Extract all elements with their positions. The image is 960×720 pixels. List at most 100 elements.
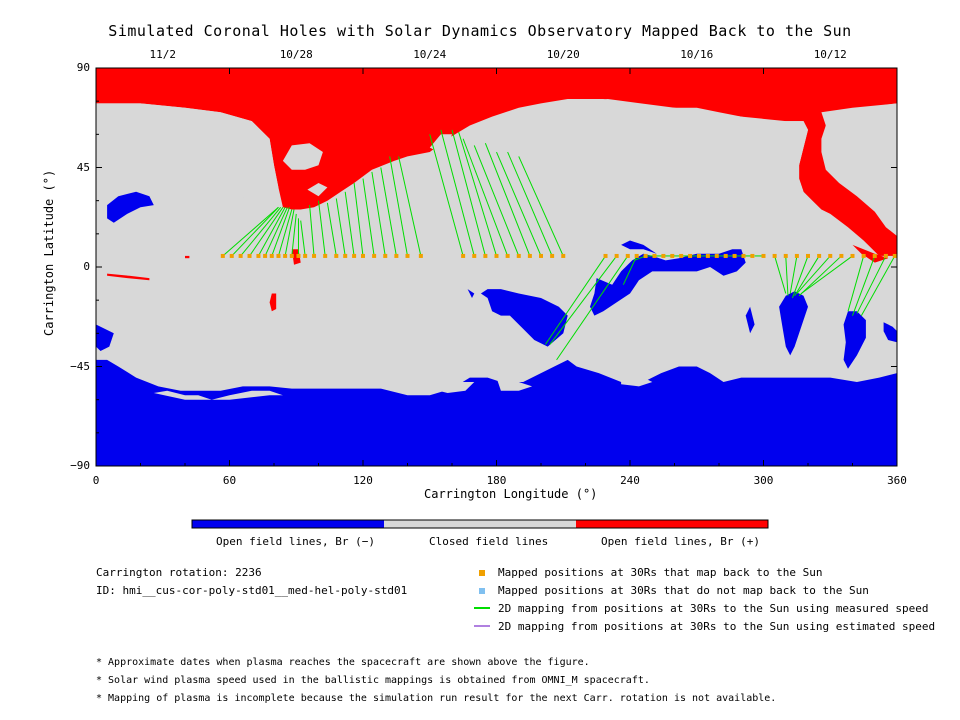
y-tick-label: −90	[70, 459, 90, 472]
mapping-line	[257, 207, 286, 257]
x-tick-label: 240	[620, 474, 640, 487]
mapping-line	[291, 213, 297, 256]
colorbar	[191, 519, 769, 529]
x-tick-label: 120	[353, 474, 373, 487]
mapped-point	[714, 253, 719, 258]
negative-patch	[96, 324, 114, 351]
y-tick-label: −45	[70, 359, 90, 373]
closed-region-east	[821, 103, 897, 223]
carrington-rotation: Carrington rotation: 2236	[96, 566, 262, 579]
y-tick-label: 90	[76, 61, 90, 74]
mapping-line	[622, 255, 638, 285]
colorbar-segment	[384, 520, 576, 528]
mapped-point	[550, 253, 555, 258]
mapped-point	[872, 253, 877, 258]
mapping-line	[318, 200, 326, 257]
mapped-point	[494, 253, 499, 258]
legend-marker-mapped	[479, 570, 485, 576]
mapped-point	[505, 253, 510, 258]
x-tick-label: 0	[92, 474, 100, 487]
mapping-line	[398, 156, 422, 257]
positive-spot	[185, 255, 190, 259]
mapping-line	[798, 255, 842, 297]
mapping-line	[794, 255, 820, 297]
mapped-point	[303, 253, 308, 258]
mapping-line	[774, 255, 787, 294]
mapping-line	[353, 182, 364, 257]
date-label: 10/28	[279, 48, 313, 61]
closed-island	[429, 382, 475, 393]
closed-island	[282, 143, 323, 170]
mapped-point	[696, 253, 701, 258]
mapping-line	[458, 131, 497, 257]
negative-hole-4	[843, 311, 866, 369]
colorbar-label-closed: Closed field lines	[429, 535, 549, 548]
footnote-1: * Approximate dates when plasma reaches …	[96, 657, 590, 668]
mapping-line	[496, 151, 542, 257]
mapping-line	[389, 156, 408, 257]
y-tick-label: 0	[83, 260, 90, 273]
mapped-point	[850, 253, 855, 258]
mapped-point	[483, 253, 488, 258]
mapped-point	[750, 253, 755, 258]
mapped-point	[283, 253, 288, 258]
mapping-line	[801, 255, 853, 294]
colorbar-segment	[192, 520, 384, 528]
legend-label-not-mapped: Mapped positions at 30Rs that do not map…	[498, 584, 869, 597]
closed-region-west	[96, 103, 279, 208]
mapped-point	[783, 253, 788, 258]
colorbar-label-negative: Open field lines, Br (−)	[216, 535, 375, 548]
mapped-point	[472, 253, 477, 258]
x-tick-label: 180	[486, 474, 507, 487]
mapped-point	[229, 253, 234, 258]
date-label: 10/24	[413, 48, 447, 61]
mapped-point	[516, 253, 521, 258]
mapped-point	[276, 253, 281, 258]
date-label: 10/16	[680, 48, 714, 61]
mapping-line	[473, 145, 520, 257]
mapping-line	[371, 171, 386, 257]
x-tick-label: 300	[753, 474, 774, 487]
mapped-point	[561, 253, 566, 258]
mapped-point	[625, 253, 630, 258]
negative-hole-2	[590, 249, 746, 316]
legend-label-mapped: Mapped positions at 30Rs that map back t…	[498, 566, 823, 579]
x-axis-label: Carrington Longitude (°)	[424, 487, 598, 501]
mapped-point	[652, 253, 657, 258]
mapping-line	[231, 206, 279, 257]
y-tick-label: 45	[76, 160, 90, 174]
mapping-line	[309, 205, 315, 256]
mapping-line	[462, 138, 509, 257]
mapping-line	[549, 255, 618, 345]
footnote-2: * Solar wind plasma speed used in the ba…	[96, 675, 650, 686]
mapping-line	[451, 129, 486, 257]
negative-patch	[621, 240, 657, 254]
mapped-point	[383, 253, 388, 258]
negative-patch	[883, 322, 897, 343]
mapping-line	[518, 156, 564, 257]
mapped-point	[343, 253, 348, 258]
mapping-line	[240, 206, 282, 257]
mapping-line	[507, 151, 553, 257]
closed-island	[621, 375, 653, 387]
mapping-line	[785, 255, 789, 296]
negative-patch	[467, 289, 475, 298]
mapped-point	[405, 253, 410, 258]
footnote-3: * Mapping of plasma is incomplete becaus…	[96, 693, 777, 704]
mapping-line	[326, 202, 337, 257]
x-tick-label: 60	[222, 474, 237, 487]
mapped-point	[861, 253, 866, 258]
mapping-line	[796, 255, 831, 294]
north-positive-coronal-hole	[96, 68, 897, 256]
mapping-line	[860, 255, 896, 316]
date-label: 11/2	[149, 48, 177, 61]
y-axis-label: Carrington Latitude (°)	[42, 169, 56, 336]
mapping-line	[300, 220, 306, 257]
mapped-point	[539, 253, 543, 258]
mapped-point	[289, 253, 294, 258]
mapping-line	[856, 255, 887, 314]
closed-island	[496, 377, 533, 391]
mapped-point	[761, 253, 766, 258]
mapped-point	[817, 253, 822, 258]
